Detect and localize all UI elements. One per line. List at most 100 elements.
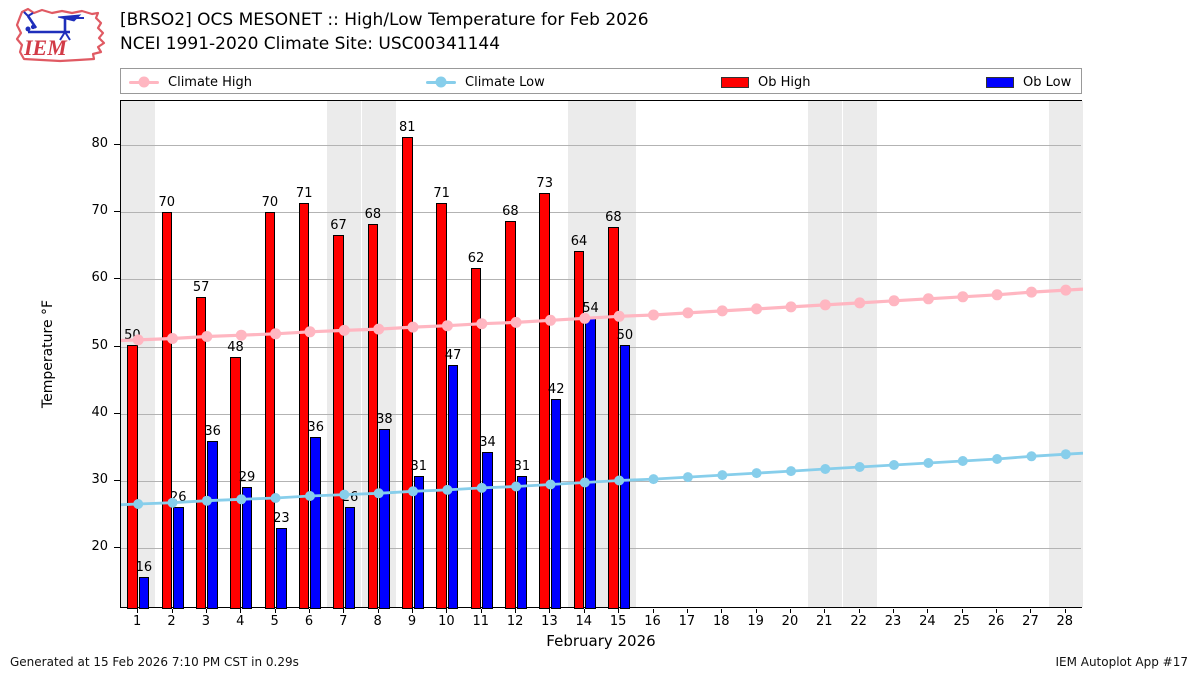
climate-high-point — [270, 328, 282, 340]
climate-high-point — [407, 321, 419, 333]
ob-high-value-label: 62 — [467, 250, 485, 266]
x-tick-mark — [274, 609, 276, 613]
ob-high-bar — [195, 296, 207, 609]
ob-high-bar — [264, 212, 276, 609]
ob-low-bar — [173, 506, 184, 609]
x-tick-label: 13 — [541, 614, 558, 629]
climate-high-point — [441, 320, 453, 332]
x-tick-mark — [893, 609, 895, 613]
x-tick-label: 11 — [472, 614, 490, 629]
ob-low-bar — [344, 506, 356, 609]
y-tick-mark — [114, 278, 120, 280]
climate-high-point — [785, 301, 797, 313]
x-tick-label: 5 — [270, 614, 279, 629]
climate-low-point — [648, 474, 659, 485]
climate-low-point — [442, 484, 453, 495]
ob-high-value-label: 73 — [536, 175, 553, 191]
ob-high-value-label: 70 — [158, 195, 176, 211]
title-line-2: NCEI 1991-2020 Climate Site: USC00341144 — [120, 34, 501, 54]
x-tick-label: 8 — [373, 614, 382, 629]
climate-high-point — [819, 299, 831, 311]
app-credit: IEM Autoplot App #17 — [1055, 655, 1188, 669]
climate-high-point — [235, 329, 247, 341]
x-tick-label: 7 — [339, 614, 348, 629]
y-axis-label: Temperature °F — [40, 299, 56, 409]
chart-title: [BRSO2] OCS MESONET :: High/Low Temperat… — [120, 8, 649, 56]
y-tick-label: 70 — [91, 203, 108, 219]
climate-low-point — [545, 479, 556, 490]
gridline — [121, 346, 1081, 348]
climate-low-point — [820, 464, 831, 474]
ob-low-bar — [241, 486, 253, 609]
climate-high-point — [613, 310, 625, 322]
ob-low-bar — [379, 429, 390, 609]
climate-low-point — [476, 482, 487, 493]
ob-high-value-label: 48 — [227, 339, 244, 355]
x-tick-mark — [377, 609, 379, 613]
y-tick-mark — [114, 412, 120, 414]
ob-high-swatch — [721, 76, 749, 88]
y-tick-label: 40 — [91, 404, 108, 420]
ob-high-value-label: 68 — [605, 210, 622, 226]
legend-label: Climate Low — [465, 74, 545, 90]
climate-high-point — [201, 331, 213, 342]
climate-high-point — [888, 295, 900, 307]
x-tick-mark — [240, 609, 242, 613]
climate-low-point — [339, 489, 350, 500]
climate-low-point — [133, 499, 144, 509]
x-tick-label: 9 — [407, 614, 417, 629]
x-tick-label: 16 — [644, 614, 661, 629]
x-tick-label: 24 — [919, 614, 936, 629]
climate-high-point — [1026, 286, 1037, 298]
ob-low-value-label: 54 — [582, 300, 599, 316]
x-tick-mark — [824, 609, 826, 613]
ob-high-value-label: 68 — [364, 207, 382, 223]
weekend-band — [567, 101, 602, 607]
ob-high-bar — [333, 234, 344, 609]
x-tick-mark — [1030, 609, 1032, 613]
climate-high-point — [132, 334, 144, 346]
climate-low-point — [717, 470, 728, 481]
ob-low-bar — [413, 476, 425, 609]
ob-low-value-label: 36 — [307, 420, 324, 436]
y-tick-label: 60 — [91, 270, 108, 286]
climate-high-line — [121, 287, 1083, 343]
iowa-outline — [15, 7, 106, 63]
weekend-band — [361, 101, 396, 607]
climate-low-point — [201, 495, 212, 506]
x-tick-mark — [412, 609, 414, 613]
ob-low-value-label: 42 — [547, 382, 565, 398]
x-tick-label: 21 — [816, 614, 833, 629]
ob-high-value-label: 71 — [295, 185, 313, 201]
climate-low-line-swatch — [426, 76, 456, 88]
climate-low-point — [923, 458, 934, 468]
climate-high-point — [373, 323, 385, 335]
ob-low-bar — [138, 576, 150, 609]
ob-high-bar — [298, 202, 310, 609]
x-tick-mark — [618, 609, 620, 613]
ob-low-bar — [550, 399, 562, 609]
y-tick-mark — [114, 547, 120, 549]
ob-low-value-label: 36 — [204, 423, 221, 439]
climate-high-point — [682, 307, 694, 319]
climate-high-point — [338, 324, 350, 336]
gridline — [121, 413, 1081, 415]
climate-high-point — [579, 312, 591, 324]
gridline — [121, 212, 1081, 214]
ob-low-bar — [207, 440, 218, 609]
climate-high-point — [167, 333, 178, 344]
ob-high-bar — [505, 221, 516, 609]
ob-high-bar — [573, 251, 585, 609]
ob-low-bar — [310, 437, 321, 609]
climate-low-point — [236, 494, 247, 505]
x-tick-mark — [205, 609, 207, 613]
ob-high-bar — [470, 267, 482, 609]
x-tick-label: 15 — [609, 614, 627, 629]
generated-timestamp: Generated at 15 Feb 2026 7:10 PM CST in … — [10, 655, 299, 669]
climate-high-point — [545, 314, 556, 326]
weekend-band — [808, 101, 843, 607]
x-tick-mark — [583, 609, 585, 613]
weather-vane-glyph — [23, 11, 84, 41]
ob-low-value-label: 34 — [479, 434, 496, 450]
